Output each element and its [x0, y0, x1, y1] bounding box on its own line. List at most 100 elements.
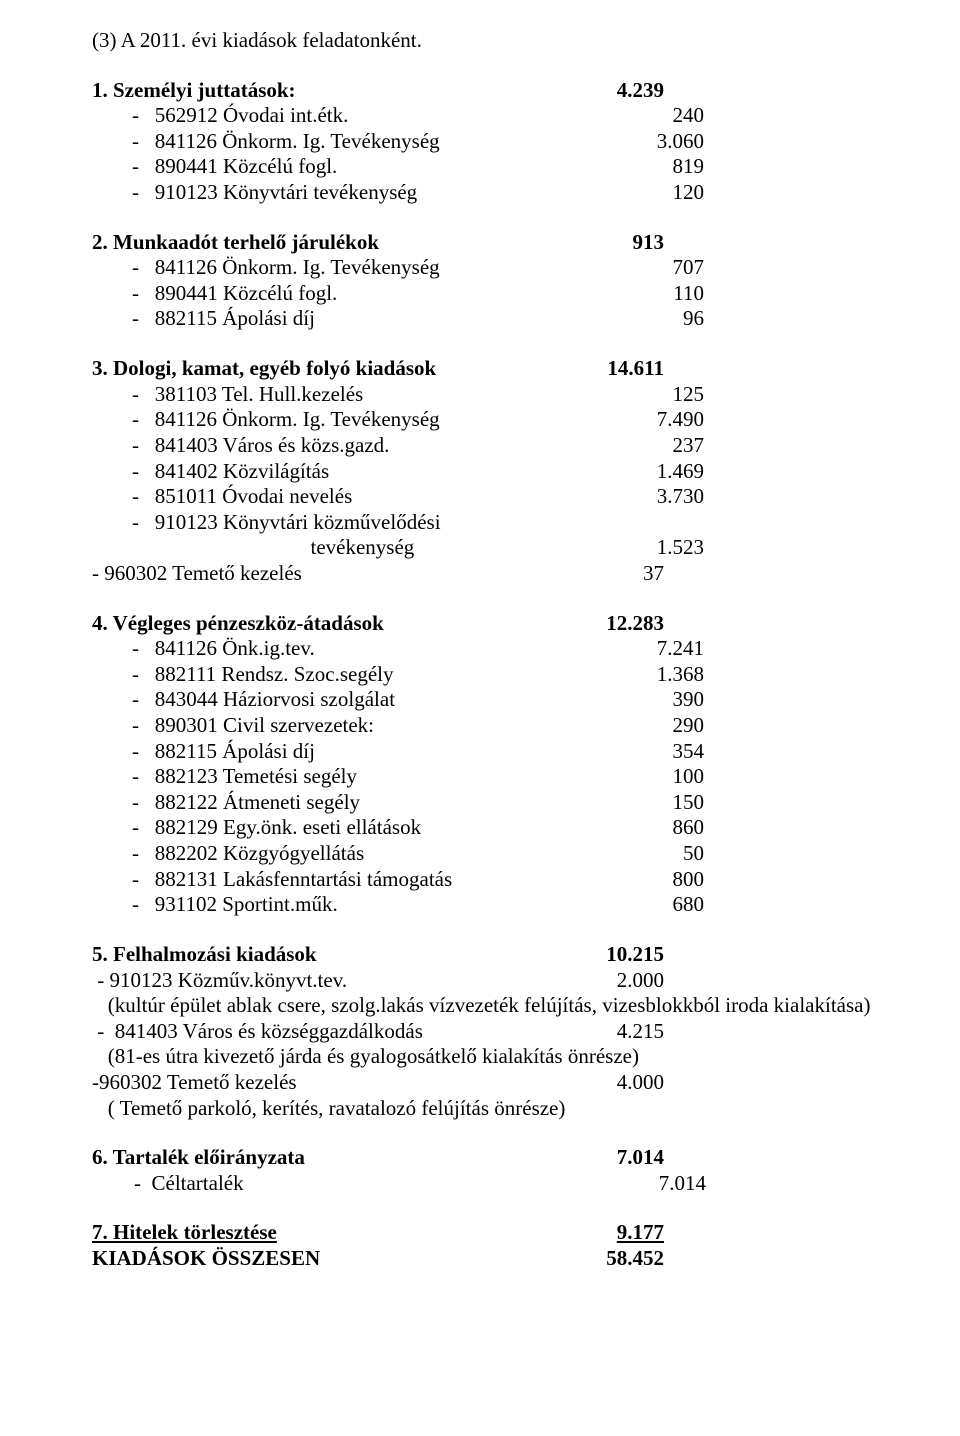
- section-1-title: 1. Személyi juttatások: 4.239: [92, 78, 960, 104]
- row-value: 819: [584, 154, 704, 180]
- row-label: - 882122 Átmeneti segély: [132, 790, 584, 816]
- row-label: - 882115 Ápolási díj: [132, 739, 584, 765]
- row-value: 240: [584, 103, 704, 129]
- row-value: 125: [584, 382, 704, 408]
- table-row: - 931102 Sportint.műk. 680: [92, 892, 960, 918]
- row-label: - 890441 Közcélú fogl.: [132, 281, 584, 307]
- row-label: - 931102 Sportint.műk.: [132, 892, 584, 918]
- section-title-label: 5. Felhalmozási kiadások: [92, 942, 544, 968]
- table-row: - 843044 Háziorvosi szolgálat 390: [92, 687, 960, 713]
- row-label: - 882123 Temetési segély: [132, 764, 584, 790]
- row-value: 1.469: [584, 459, 704, 485]
- row-value: 680: [584, 892, 704, 918]
- section-title-value: 12.283: [544, 611, 664, 637]
- row-value: 96: [584, 306, 704, 332]
- row-label: - 841126 Önk.ig.tev.: [132, 636, 584, 662]
- table-row: - 890301 Civil szervezetek: 290: [92, 713, 960, 739]
- section-title-label: 7. Hitelek törlesztése: [92, 1220, 544, 1246]
- section-title-value: 10.215: [544, 942, 664, 968]
- section-7-title: 7. Hitelek törlesztése 9.177: [92, 1220, 960, 1246]
- table-row: -960302 Temető kezelés 4.000: [92, 1070, 960, 1096]
- section-title-label: 6. Tartalék előirányzata: [92, 1145, 544, 1171]
- table-row: - 841403 Város és községgazdálkodás 4.21…: [92, 1019, 960, 1045]
- row-label: -960302 Temető kezelés: [92, 1070, 544, 1096]
- row-value: [584, 510, 704, 536]
- total-value: 58.452: [544, 1246, 664, 1272]
- row-label: - 843044 Háziorvosi szolgálat: [132, 687, 584, 713]
- row-label: - 882131 Lakásfenntartási támogatás: [132, 867, 584, 893]
- section-title-label: 1. Személyi juttatások:: [92, 78, 544, 104]
- table-row: - 960302 Temető kezelés 37: [92, 561, 960, 587]
- section-6-title: 6. Tartalék előirányzata 7.014: [92, 1145, 960, 1171]
- row-label: - 841403 Város és községgazdálkodás: [92, 1019, 544, 1045]
- table-row: - 910123 Közműv.könyvt.tev. 2.000: [92, 968, 960, 994]
- row-value: 7.490: [584, 407, 704, 433]
- row-label: - 882111 Rendsz. Szoc.segély: [132, 662, 584, 688]
- section-title-label: 2. Munkaadót terhelő járulékok: [92, 230, 544, 256]
- row-value: 1.523: [584, 535, 704, 561]
- row-value: 800: [584, 867, 704, 893]
- row-value: 7.014: [586, 1171, 706, 1197]
- table-row: - 841126 Önkorm. Ig. Tevékenység 3.060: [92, 129, 960, 155]
- table-row: - 882202 Közgyógyellátás 50: [92, 841, 960, 867]
- table-row: - 841126 Önk.ig.tev. 7.241: [92, 636, 960, 662]
- document-heading: (3) A 2011. évi kiadások feladatonként.: [92, 28, 960, 54]
- row-label: - 890441 Közcélú fogl.: [132, 154, 584, 180]
- row-value: 4.000: [544, 1070, 664, 1096]
- table-row: - 381103 Tel. Hull.kezelés 125: [92, 382, 960, 408]
- row-label: - 910123 Könyvtári tevékenység: [132, 180, 584, 206]
- section-title-label: 4. Végleges pénzeszköz-átadások: [92, 611, 544, 637]
- table-row: - 841126 Önkorm. Ig. Tevékenység 707: [92, 255, 960, 281]
- table-row: - 890441 Közcélú fogl. 110: [92, 281, 960, 307]
- row-value: 707: [584, 255, 704, 281]
- table-row: - 882122 Átmeneti segély 150: [92, 790, 960, 816]
- table-row: - 882131 Lakásfenntartási támogatás 800: [92, 867, 960, 893]
- section-4-title: 4. Végleges pénzeszköz-átadások 12.283: [92, 611, 960, 637]
- row-value: 150: [584, 790, 704, 816]
- row-value: 50: [584, 841, 704, 867]
- row-value: 2.000: [544, 968, 664, 994]
- table-row: - Céltartalék 7.014: [92, 1171, 960, 1197]
- section-title-value: 4.239: [544, 78, 664, 104]
- grand-total: KIADÁSOK ÖSSZESEN 58.452: [92, 1246, 960, 1272]
- table-row: - 882115 Ápolási díj 96: [92, 306, 960, 332]
- row-value: 7.241: [584, 636, 704, 662]
- row-label: - 851011 Óvodai nevelés: [132, 484, 584, 510]
- section-title-label: 3. Dologi, kamat, egyéb folyó kiadások: [92, 356, 544, 382]
- table-row: - 882129 Egy.önk. eseti ellátások 860: [92, 815, 960, 841]
- table-row: - 851011 Óvodai nevelés 3.730: [92, 484, 960, 510]
- row-value: 3.730: [584, 484, 704, 510]
- table-row: tevékenység 1.523: [92, 535, 960, 561]
- table-row: - 890441 Közcélú fogl. 819: [92, 154, 960, 180]
- row-label: - 841402 Közvilágítás: [132, 459, 584, 485]
- table-row: - 910123 Könyvtári közművelődési: [92, 510, 960, 536]
- row-label: - 890301 Civil szervezetek:: [132, 713, 584, 739]
- row-value: 4.215: [544, 1019, 664, 1045]
- table-row: - 882111 Rendsz. Szoc.segély 1.368: [92, 662, 960, 688]
- row-value: 354: [584, 739, 704, 765]
- section-title-value: 9.177: [544, 1220, 664, 1246]
- note-line: (kultúr épület ablak csere, szolg.lakás …: [92, 993, 912, 1019]
- section-2-title: 2. Munkaadót terhelő járulékok 913: [92, 230, 960, 256]
- row-label: - 882115 Ápolási díj: [132, 306, 584, 332]
- row-label: - 562912 Óvodai int.étk.: [132, 103, 584, 129]
- row-value: 110: [584, 281, 704, 307]
- note-line: (81-es útra kivezető járda és gyalogosát…: [92, 1044, 912, 1070]
- table-row: - 841403 Város és közs.gazd. 237: [92, 433, 960, 459]
- row-label: - 882129 Egy.önk. eseti ellátások: [132, 815, 584, 841]
- row-label: tevékenység: [132, 535, 584, 561]
- table-row: - 910123 Könyvtári tevékenység 120: [92, 180, 960, 206]
- row-label: - 841126 Önkorm. Ig. Tevékenység: [132, 129, 584, 155]
- row-value: 120: [584, 180, 704, 206]
- row-value: 3.060: [584, 129, 704, 155]
- table-row: - 562912 Óvodai int.étk. 240: [92, 103, 960, 129]
- heading-text: (3) A 2011. évi kiadások feladatonként.: [92, 28, 544, 54]
- row-value: 860: [584, 815, 704, 841]
- row-label: - 841126 Önkorm. Ig. Tevékenység: [132, 407, 584, 433]
- row-value: 290: [584, 713, 704, 739]
- total-label: KIADÁSOK ÖSSZESEN: [92, 1246, 544, 1272]
- section-title-value: 913: [544, 230, 664, 256]
- table-row: - 841402 Közvilágítás 1.469: [92, 459, 960, 485]
- row-value: 237: [584, 433, 704, 459]
- table-row: - 882115 Ápolási díj 354: [92, 739, 960, 765]
